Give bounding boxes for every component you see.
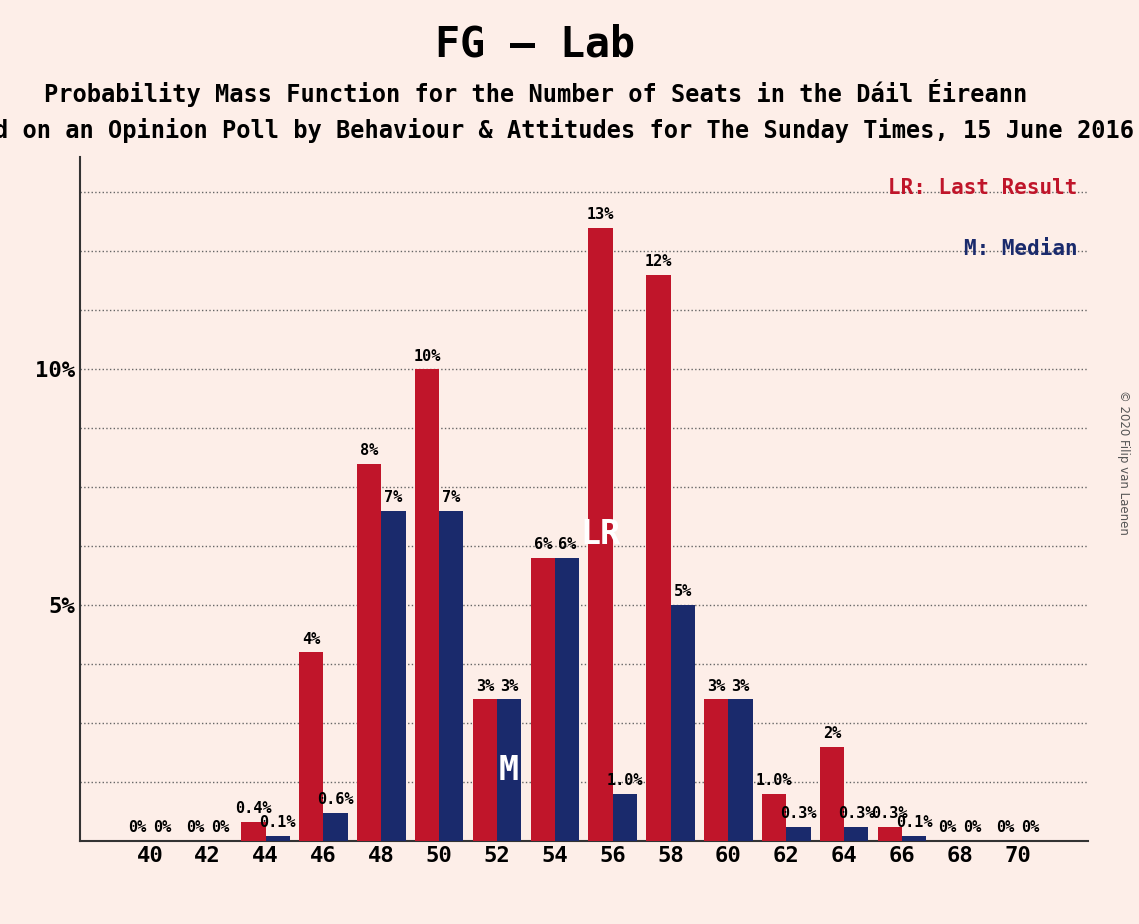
Bar (382, 511, 405, 841)
Bar (589, 228, 613, 841)
Text: 0%: 0% (211, 821, 229, 835)
Text: 0.1%: 0.1% (260, 816, 296, 831)
Text: 3%: 3% (707, 679, 726, 694)
Text: 3%: 3% (731, 679, 749, 694)
Text: 2%: 2% (822, 726, 841, 741)
Bar (357, 464, 382, 841)
Text: 8%: 8% (360, 443, 378, 458)
Bar (241, 822, 265, 841)
Text: 10%: 10% (413, 348, 441, 364)
Bar (728, 699, 753, 841)
Text: 0%: 0% (153, 821, 171, 835)
Text: Based on an Opinion Poll by Behaviour & Attitudes for The Sunday Times, 15 June : Based on an Opinion Poll by Behaviour & … (0, 118, 1133, 143)
Text: 4%: 4% (302, 632, 320, 647)
Text: 6%: 6% (558, 537, 576, 553)
Text: 0%: 0% (129, 821, 147, 835)
Bar (646, 275, 671, 841)
Bar (786, 827, 811, 841)
Text: Probability Mass Function for the Number of Seats in the Dáil Éireann: Probability Mass Function for the Number… (43, 79, 1027, 106)
Bar (531, 558, 555, 841)
Text: © 2020 Filip van Laenen: © 2020 Filip van Laenen (1117, 390, 1130, 534)
Bar (878, 827, 902, 841)
Bar (497, 699, 522, 841)
Text: 0%: 0% (1021, 821, 1039, 835)
Bar (473, 699, 497, 841)
Bar (440, 511, 464, 841)
Text: 5%: 5% (673, 584, 691, 600)
Bar (844, 827, 868, 841)
Text: LR: Last Result: LR: Last Result (888, 177, 1077, 198)
Text: 12%: 12% (645, 254, 672, 269)
Bar (820, 747, 844, 841)
Text: 0.3%: 0.3% (780, 806, 817, 821)
Bar (300, 652, 323, 841)
Text: FG – Lab: FG – Lab (435, 23, 636, 65)
Text: 3%: 3% (476, 679, 494, 694)
Text: 0%: 0% (939, 821, 957, 835)
Text: 13%: 13% (587, 207, 614, 222)
Bar (613, 794, 637, 841)
Text: 0.3%: 0.3% (871, 806, 908, 821)
Text: LR: LR (581, 517, 621, 551)
Bar (415, 370, 440, 841)
Text: M: M (499, 754, 519, 786)
Bar (323, 812, 347, 841)
Text: 0%: 0% (997, 821, 1015, 835)
Text: M: Median: M: Median (964, 239, 1077, 259)
Bar (265, 836, 289, 841)
Text: 0.1%: 0.1% (895, 816, 933, 831)
Text: 7%: 7% (384, 490, 402, 505)
Text: 3%: 3% (500, 679, 518, 694)
Text: 0%: 0% (962, 821, 981, 835)
Text: 1.0%: 1.0% (607, 773, 644, 788)
Text: 0%: 0% (187, 821, 205, 835)
Text: 0.3%: 0.3% (838, 806, 875, 821)
Bar (704, 699, 728, 841)
Bar (902, 836, 926, 841)
Text: 6%: 6% (533, 537, 551, 553)
Bar (762, 794, 786, 841)
Text: 7%: 7% (442, 490, 460, 505)
Text: 0.4%: 0.4% (235, 801, 272, 816)
Text: 0.6%: 0.6% (318, 792, 354, 807)
Bar (555, 558, 579, 841)
Bar (671, 605, 695, 841)
Text: 1.0%: 1.0% (756, 773, 793, 788)
